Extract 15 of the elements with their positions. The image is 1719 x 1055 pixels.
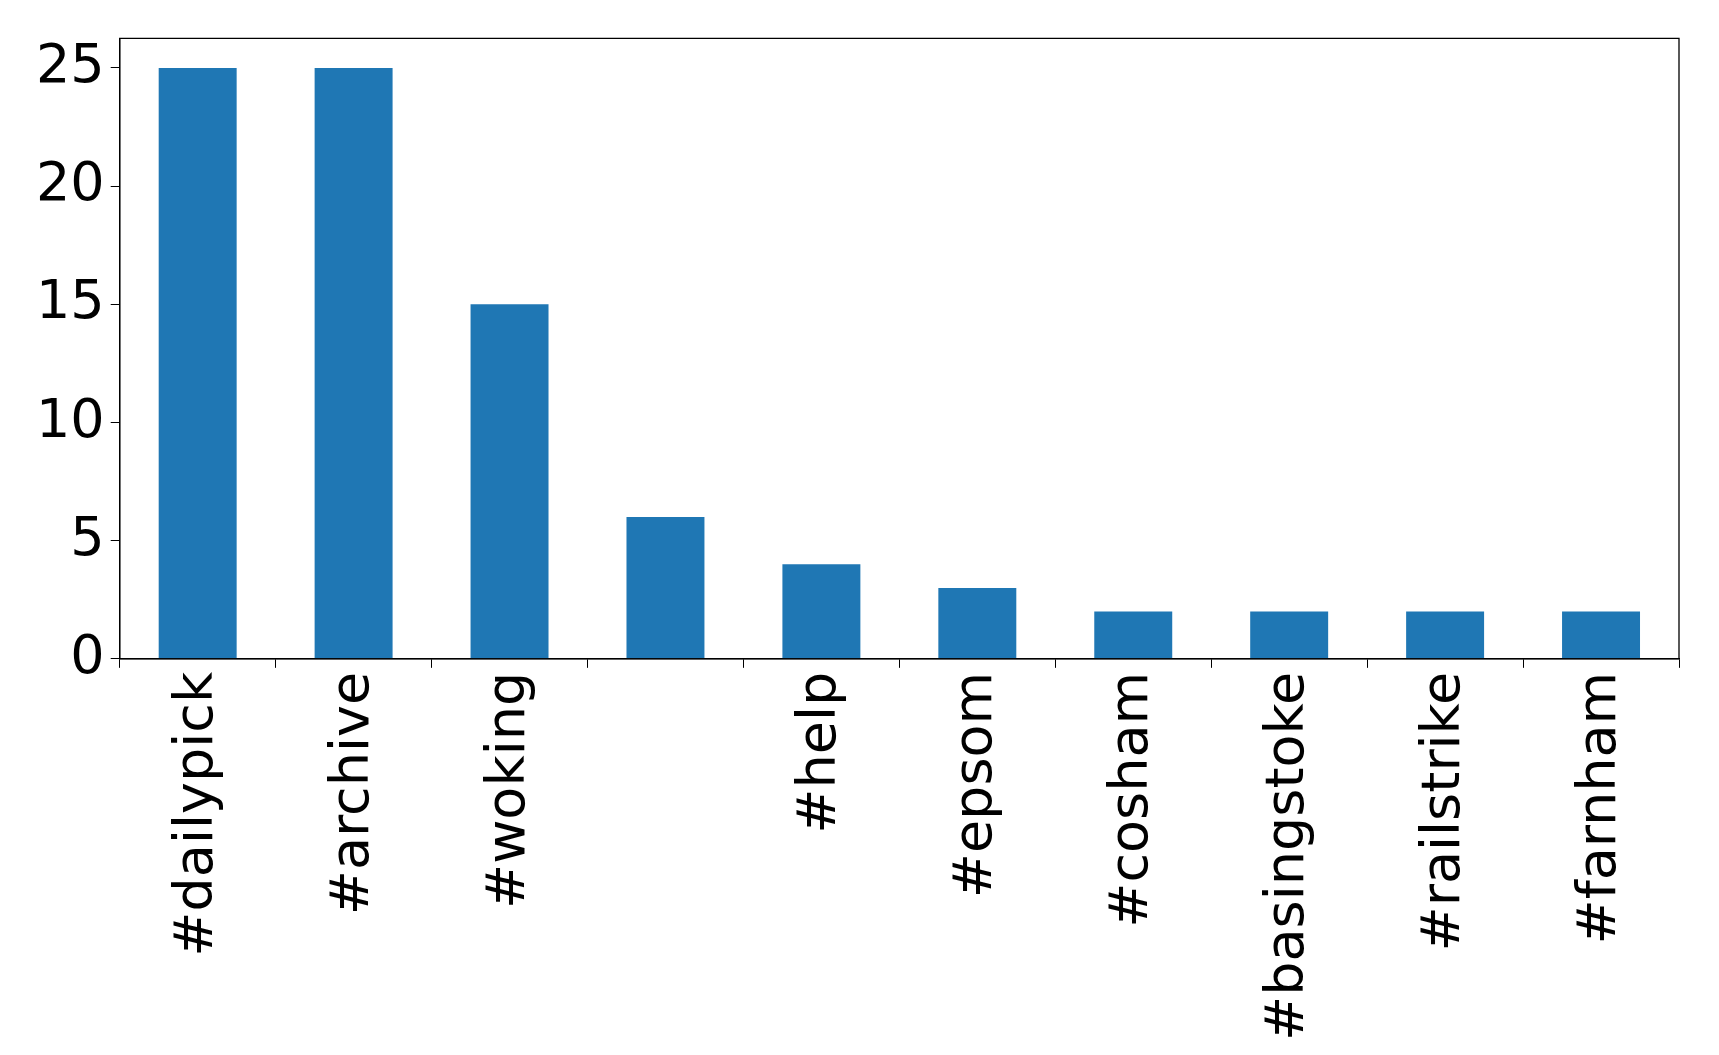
x-tick-label: #help: [785, 671, 849, 834]
y-tick-label: 15: [35, 268, 105, 332]
x-tick-label: #woking: [473, 671, 537, 910]
y-tick-label: 25: [35, 31, 105, 95]
x-tick-label: #farnham: [1565, 671, 1629, 945]
x-tick-label: #dailypick: [161, 671, 225, 957]
y-tick-label: 0: [70, 622, 105, 686]
y-tick-label: 5: [70, 504, 105, 568]
x-tick-label: #cosham: [1097, 671, 1161, 928]
y-tick-label: 20: [35, 150, 105, 214]
x-tick-label: #archive: [317, 671, 381, 916]
x-tick-label: #basingstoke: [1253, 671, 1317, 1041]
x-tick-label: #railstrike: [1409, 671, 1473, 952]
y-tick-label: 10: [35, 386, 105, 450]
x-tick-label: #epsom: [941, 671, 1005, 899]
